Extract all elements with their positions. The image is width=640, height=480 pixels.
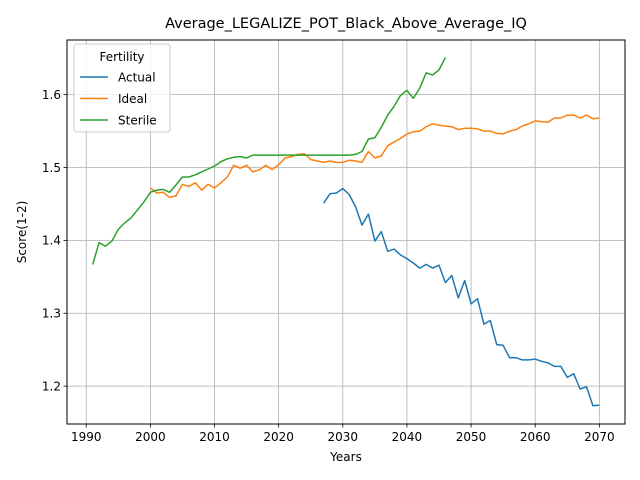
legend-label-actual: Actual <box>118 70 156 84</box>
y-axis-label: Score(1-2) <box>15 201 29 264</box>
x-tick-label: 2020 <box>263 430 294 444</box>
x-tick-label: 2010 <box>199 430 230 444</box>
chart-title: Average_LEGALIZE_POT_Black_Above_Average… <box>165 16 527 32</box>
x-tick-label: 2070 <box>584 430 615 444</box>
y-tick-label: 1.5 <box>42 161 61 175</box>
series-line-ideal <box>149 114 600 199</box>
y-tick-label: 1.6 <box>42 88 61 102</box>
x-tick-label: 2040 <box>392 430 423 444</box>
plot-frame <box>66 39 626 425</box>
y-tick-label: 1.3 <box>42 307 61 321</box>
legend-title: Fertility <box>99 50 144 64</box>
grid <box>67 40 625 424</box>
y-tick-label: 1.2 <box>42 379 61 393</box>
series-lines <box>91 57 600 407</box>
legend-items: Actual Ideal Sterile <box>80 70 157 127</box>
legend-box <box>73 43 171 133</box>
legend-label-sterile: Sterile <box>118 113 157 127</box>
x-tick-label: 2000 <box>135 430 166 444</box>
x-tick-label: 2030 <box>328 430 359 444</box>
y-tick-label: 1.4 <box>42 234 61 248</box>
x-tick-label: 2060 <box>520 430 551 444</box>
x-tick-label: 1990 <box>71 430 102 444</box>
legend-label-ideal: Ideal <box>118 92 147 106</box>
series-line-actual <box>322 187 600 407</box>
axis-ticks: 1990 2000 2010 2020 2030 2040 2050 2060 2070 1.2 1… <box>42 88 615 444</box>
x-axis-label: Years <box>329 450 362 464</box>
series-line-sterile <box>91 57 447 265</box>
legend: Fertility Actual Ideal Sterile <box>73 43 171 133</box>
x-tick-label: 2050 <box>456 430 487 444</box>
